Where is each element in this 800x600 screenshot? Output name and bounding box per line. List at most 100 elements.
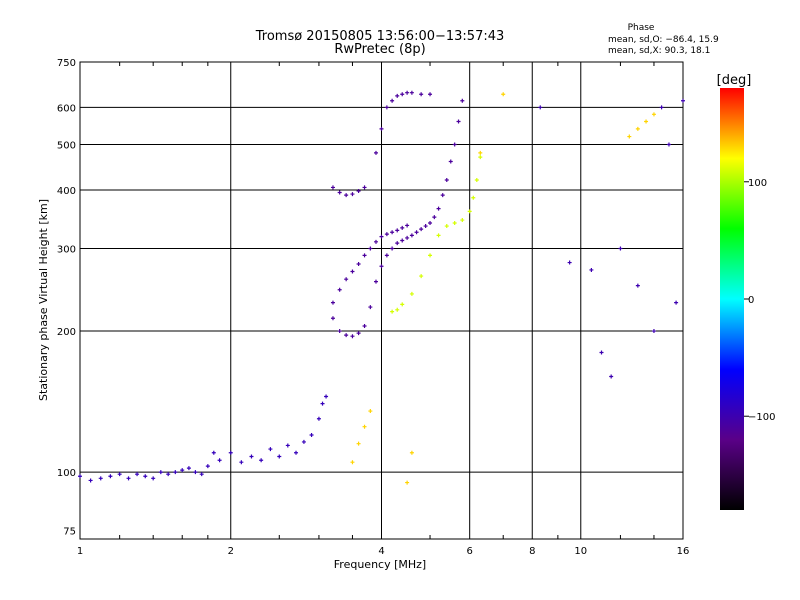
data-point [362,185,367,190]
data-point [249,454,254,459]
x-tick-label: 2 [228,546,234,557]
data-point [373,239,378,244]
data-point [674,300,679,305]
data-point [405,235,410,240]
data-point [180,468,185,473]
x-tick-label: 4 [378,546,384,557]
y-tick-label: 500 [57,141,76,152]
data-point [405,480,410,485]
data-point [644,119,649,124]
data-point [316,416,321,421]
data-point [277,454,282,459]
data-point [373,150,378,155]
data-point [301,439,306,444]
data-point [428,253,433,258]
data-point [294,450,299,455]
data-point [379,234,384,239]
data-point [432,215,437,220]
colorbar-tick-label: 100 [748,178,767,189]
data-point [350,334,355,339]
data-point [117,472,122,477]
phase-box-title: Phase [628,23,655,33]
data-point [324,394,329,399]
colorbar-ticks: 100 0 −100 [744,178,775,423]
data-point [135,472,140,477]
data-point [390,98,395,103]
data-point [452,142,457,147]
data-point [193,470,198,475]
data-point [436,233,441,238]
data-point [460,98,465,103]
series-group [390,155,483,314]
data-point [356,441,361,446]
data-point [635,126,640,131]
data-point [428,221,433,226]
data-point [627,134,632,139]
data-point [395,228,400,233]
y-axis-label: Stationary phase Virtual Height [km] [37,199,50,401]
data-point [337,329,342,334]
data-point [166,472,171,477]
data-point [419,274,424,279]
series-group [538,98,685,379]
data-point [681,98,685,103]
data-point [400,238,405,243]
grid [80,62,683,539]
data-point [436,206,441,211]
data-point [471,195,476,200]
data-point [384,105,389,110]
data-point [474,178,479,183]
data-point [456,119,461,124]
data-point [419,227,424,232]
data-point [659,105,664,110]
y-tick-label: 200 [57,327,76,338]
data-point [651,329,656,334]
data-point [395,241,400,246]
data-point [368,409,373,414]
data-point [460,218,465,223]
data-point [384,232,389,237]
data-point [259,458,264,463]
data-point [405,223,410,228]
data-point [330,316,335,321]
data-point [362,253,367,258]
data-point [589,267,594,272]
data-point [478,150,483,155]
data-point [409,90,414,95]
data-point [337,287,342,292]
data-point [173,470,178,475]
data-point [400,302,405,307]
data-point [538,105,543,110]
data-point [88,478,93,483]
data-point [368,305,373,310]
chart-subtitle: RwPretec (8p) [334,42,425,57]
data-point [467,209,472,214]
data-point [98,476,103,481]
data-point [390,309,395,314]
data-point [567,260,572,265]
data-point [186,466,191,471]
x-tick-label: 8 [529,546,535,557]
data-point [199,472,204,477]
data-point [239,460,244,465]
data-point [444,224,449,229]
x-tick-label: 16 [677,546,690,557]
data-point [205,464,210,469]
data-point [344,193,349,198]
data-point [330,185,335,190]
data-point [330,300,335,305]
x-axis-label: Frequency [MHz] [334,558,426,571]
data-point [362,324,367,329]
colorbar-tick-label: −100 [748,412,775,423]
data-point [211,450,216,455]
data-point [108,474,113,479]
data-point [609,374,614,379]
data-point [599,350,604,355]
data-point [414,230,419,235]
data-point [440,193,445,198]
series-group [330,90,433,198]
y-tick-label: 400 [57,186,76,197]
data-point [384,253,389,258]
data-point [158,470,163,475]
